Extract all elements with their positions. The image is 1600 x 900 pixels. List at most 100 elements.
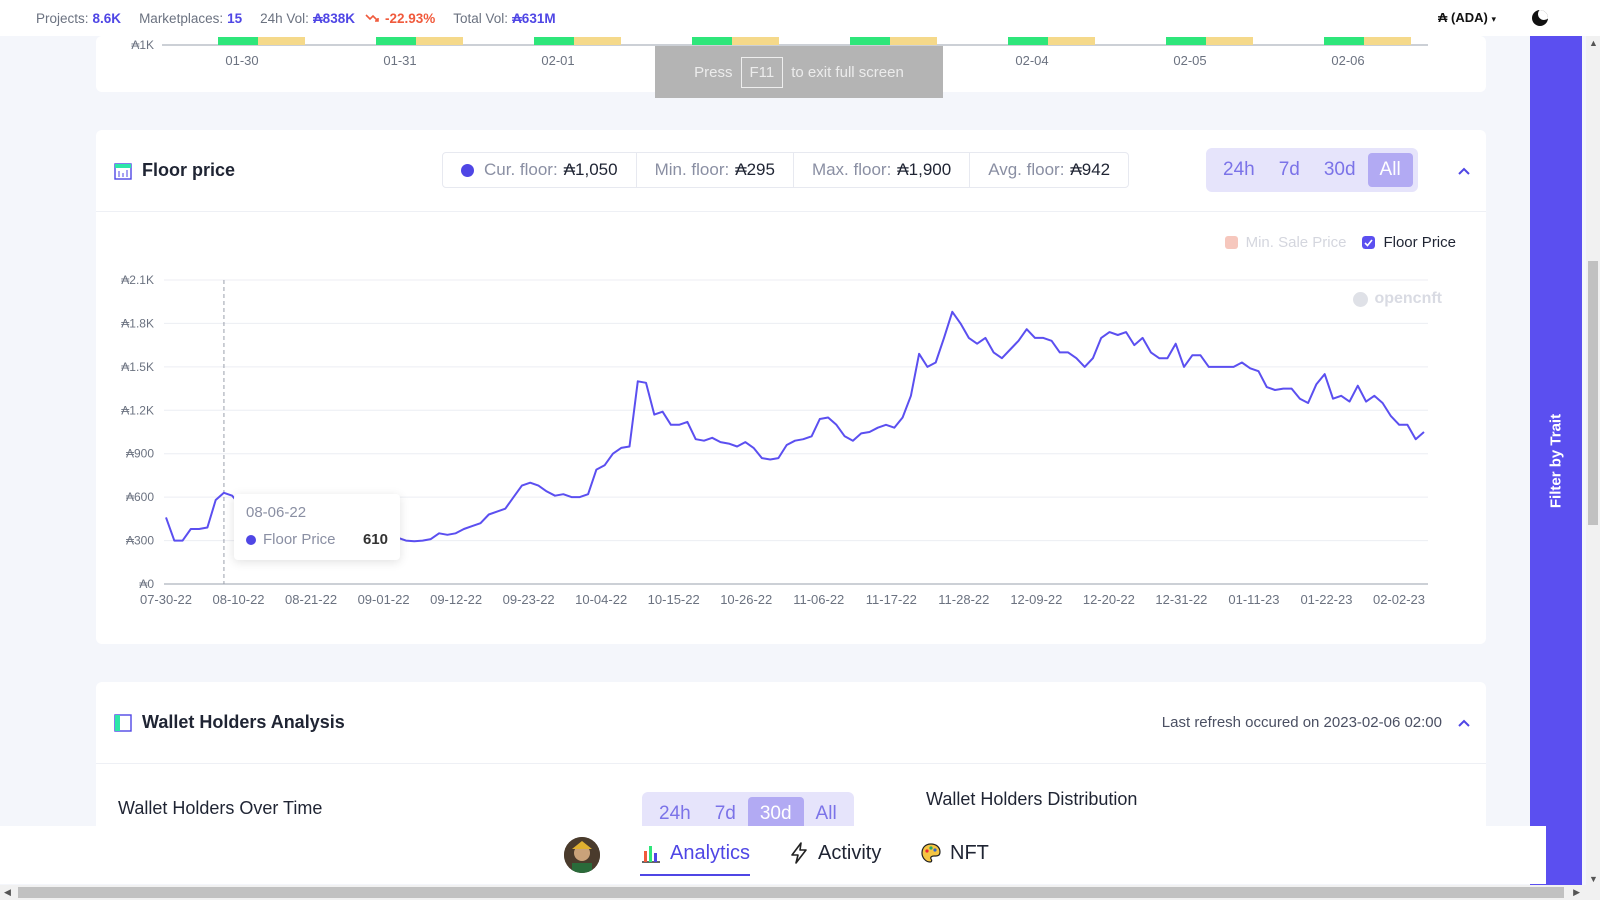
total-volume-label: Total Vol: (453, 10, 509, 26)
y-tick-label: ₳2.1K (121, 273, 154, 287)
x-tick-label: 02-02-23 (1373, 592, 1425, 607)
legend-floor-price-label: Floor Price (1383, 234, 1456, 251)
x-tick-label: 09-12-22 (430, 592, 482, 607)
currency-label: ₳ (ADA) (1438, 10, 1488, 25)
x-tick-label: 09-01-22 (358, 592, 410, 607)
x-tick-label: 01-22-23 (1300, 592, 1352, 607)
max-floor-stat: Max. floor: ₳1,900 (792, 153, 969, 187)
x-tick-label: 10-15-22 (648, 592, 700, 607)
top-bar-green (1166, 37, 1206, 45)
top-bar-green (692, 37, 732, 45)
y-tick-label: ₳1.8K (121, 316, 154, 330)
chevron-up-icon[interactable] (1457, 164, 1471, 178)
top-x-tick-label: 02-06 (1331, 53, 1364, 68)
tooltip-row: Floor Price 610 (246, 531, 388, 548)
horizontal-scrollbar[interactable]: ◀ ▶ (0, 885, 1600, 900)
wallet-holders-card: Wallet Holders Analysis Last refresh occ… (96, 682, 1486, 836)
tooltip-date: 08-06-22 (246, 504, 307, 521)
nav-nft[interactable]: NFT (920, 836, 989, 870)
tooltip-dot (246, 534, 256, 545)
top-bar-green (1008, 37, 1048, 45)
wallet-icon (114, 713, 132, 732)
nav-analytics[interactable]: Analytics (640, 836, 751, 876)
top-x-tick-label: 01-31 (383, 53, 416, 68)
top-bar-yellow (574, 37, 621, 45)
wallet-range-7d-button[interactable]: 7d (714, 803, 736, 824)
wallet-range-30d-button[interactable]: 30d (747, 797, 804, 831)
nav-activity-label: Activity (818, 841, 882, 864)
avg-floor-value: ₳942 (1070, 160, 1111, 179)
nav-nft-label: NFT (950, 841, 989, 864)
holders-over-time-title: Wallet Holders Over Time (118, 798, 323, 818)
floor-price-chart[interactable]: ₳0 ₳300 ₳600 ₳900 ₳1.2K ₳1.5K ₳1.8K ₳2.1K 07-30-… (96, 264, 1486, 644)
min-floor-value: ₳295 (735, 160, 775, 179)
volume-24h-stat: 24h Vol: ₳838K -22.93% (260, 11, 435, 26)
y-tick-label: ₳1.2K (121, 403, 154, 417)
watermark: opencnft (1353, 290, 1442, 308)
floor-price-title: Floor price (142, 160, 236, 180)
collection-avatar[interactable] (564, 837, 600, 873)
scroll-left-icon[interactable]: ◀ (4, 887, 11, 897)
avg-floor-stat: Avg. floor: ₳942 (969, 153, 1128, 187)
projects-stat: Projects: 8.6K (36, 11, 121, 26)
y-tick-label: ₳900 (126, 447, 154, 461)
top-bar-yellow (416, 37, 463, 45)
top-bar-yellow (890, 37, 937, 45)
x-tick-label: 11-17-22 (866, 592, 917, 607)
range-24h-button[interactable]: 24h (1223, 159, 1255, 180)
top-x-tick-label: 02-05 (1173, 53, 1206, 68)
wallet-holders-header: Wallet Holders Analysis Last refresh occ… (96, 682, 1486, 764)
toast-key: F11 (740, 56, 784, 88)
horizontal-scroll-thumb[interactable] (18, 887, 1564, 898)
top-bar-green (218, 37, 258, 45)
chevron-up-icon[interactable] (1457, 716, 1471, 730)
filter-by-trait-panel[interactable]: Filter by Trait (1530, 36, 1582, 886)
chart-tooltip: 08-06-22 Floor Price 610 (234, 494, 400, 560)
top-y-tick-label: ₳1K (131, 38, 154, 52)
scroll-up-icon[interactable]: ▲ (1589, 38, 1598, 48)
top-bar-green (376, 37, 416, 45)
toast-rest-text: to exit full screen (791, 63, 904, 81)
scroll-down-icon[interactable]: ▼ (1589, 874, 1598, 884)
tooltip-label: Floor Price (263, 531, 336, 548)
top-x-tick-label: 01-30 (225, 53, 258, 68)
vertical-scroll-thumb[interactable] (1588, 261, 1598, 525)
checkbox-checked-icon (1362, 236, 1376, 249)
projects-value: 8.6K (92, 10, 122, 26)
nav-analytics-label: Analytics (670, 841, 751, 864)
vertical-scrollbar[interactable]: ▲ ▼ (1586, 36, 1600, 886)
top-bar-yellow (732, 37, 779, 45)
avatar-image-icon (564, 837, 600, 873)
top-bar-green (850, 37, 890, 45)
chart-legend: Min. Sale Price Floor Price (1224, 234, 1456, 251)
y-tick-label: ₳600 (126, 490, 154, 504)
wallet-range-24h-button[interactable]: 24h (659, 803, 691, 824)
scroll-right-icon[interactable]: ▶ (1573, 887, 1580, 897)
range-7d-button[interactable]: 7d (1278, 159, 1300, 180)
legend-min-sale-swatch (1224, 236, 1238, 249)
marketplaces-label: Marketplaces: (139, 10, 224, 26)
bar-chart-icon (642, 846, 660, 863)
y-tick-label: ₳1.5K (121, 360, 154, 374)
currency-selector[interactable]: ₳ (ADA) ▾ (1438, 10, 1496, 25)
legend-floor-price[interactable]: Floor Price (1362, 234, 1456, 251)
x-tick-label: 12-09-22 (1010, 592, 1062, 607)
volume-24h-value: ₳838K (312, 10, 355, 26)
x-tick-label: 12-31-22 (1155, 592, 1207, 607)
wallet-holders-title: Wallet Holders Analysis (142, 712, 345, 732)
x-tick-label: 10-04-22 (575, 592, 627, 607)
wallet-range-all-button[interactable]: All (815, 803, 837, 824)
floor-stats: Cur. floor: ₳1,050 Min. floor: ₳295 Max.… (442, 152, 1130, 188)
floor-price-card: Floor price Cur. floor: ₳1,050 Min. floo… (96, 130, 1486, 644)
bottom-nav: Analytics Activity NFT (0, 826, 1546, 884)
nav-activity[interactable]: Activity (788, 836, 881, 870)
legend-min-sale[interactable]: Min. Sale Price (1224, 234, 1346, 251)
range-30d-button[interactable]: 30d (1323, 159, 1356, 180)
theme-toggle-icon[interactable] (1532, 10, 1548, 26)
range-all-button[interactable]: All (1367, 153, 1413, 187)
last-refresh-text: Last refresh occured on 2023-02-06 02:00 (1161, 714, 1442, 731)
tooltip-value: 610 (362, 531, 388, 548)
marketplaces-value: 15 (227, 10, 243, 26)
filter-by-trait-label: Filter by Trait (1547, 413, 1565, 509)
top-stats-bar: Projects: 8.6K Marketplaces: 15 24h Vol:… (0, 0, 1600, 36)
